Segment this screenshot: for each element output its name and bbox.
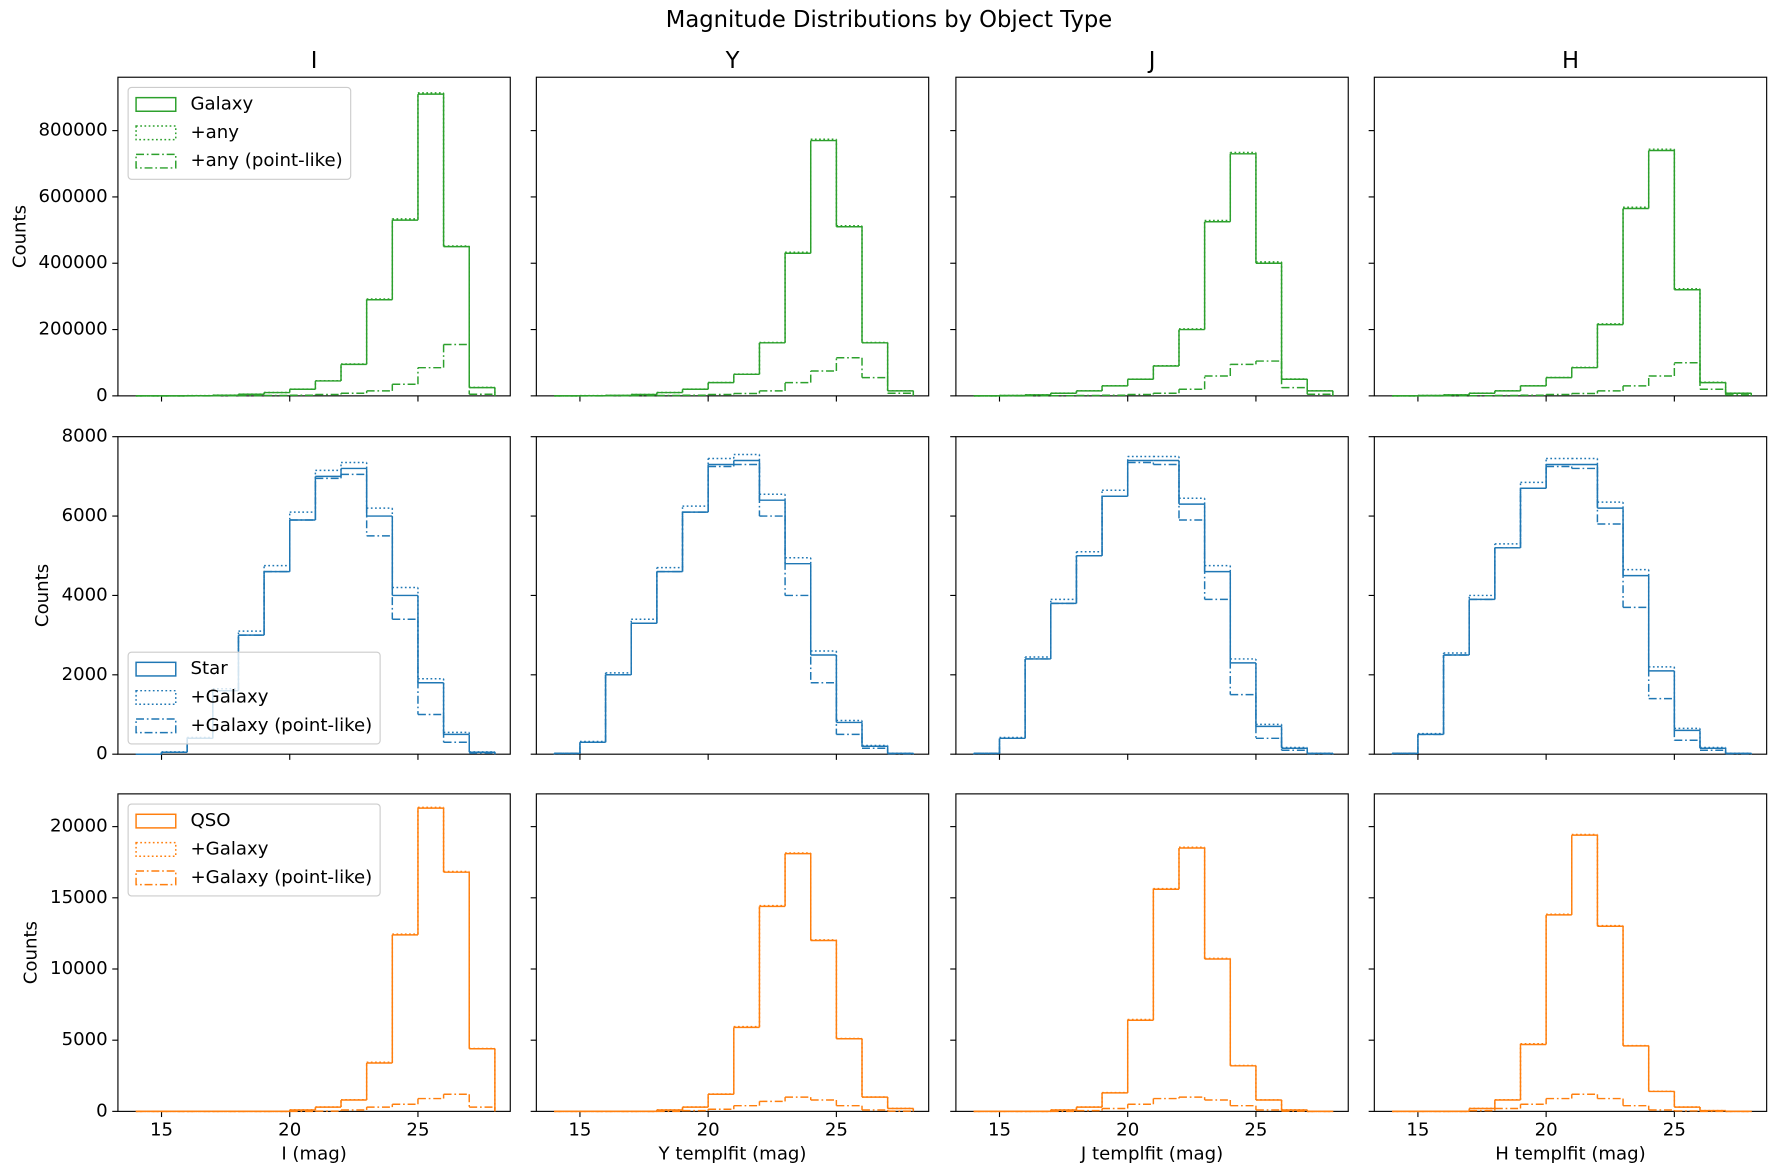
legend: Star +Galaxy +Galaxy (point-like) bbox=[127, 651, 381, 745]
y-tick-label: 0 bbox=[96, 743, 108, 764]
legend-swatch bbox=[135, 661, 177, 677]
panel: J bbox=[950, 48, 1349, 402]
panel: Y templfit (mag) 15 20 25 bbox=[530, 793, 930, 1164]
panel-title: J bbox=[1147, 48, 1156, 74]
x-tick-label: 25 bbox=[1663, 1120, 1686, 1141]
panel: Y bbox=[530, 48, 930, 402]
legend-label: +Galaxy bbox=[191, 838, 269, 859]
x-tick-label: 20 bbox=[1535, 1120, 1558, 1141]
legend-swatch bbox=[135, 125, 177, 141]
x-axis-label: H templfit (mag) bbox=[1495, 1143, 1646, 1164]
legend-label: +any bbox=[191, 122, 240, 143]
x-tick-label: 15 bbox=[150, 1120, 173, 1141]
x-tick-label: 20 bbox=[697, 1120, 720, 1141]
y-tick-label: 2000 bbox=[62, 664, 108, 685]
plot-frame bbox=[535, 793, 930, 1112]
y-tick-label: 4000 bbox=[62, 584, 108, 605]
legend-frame bbox=[127, 803, 381, 897]
x-axis-label: Y templfit (mag) bbox=[658, 1143, 807, 1164]
x-axis-label: I (mag) bbox=[281, 1143, 347, 1164]
x-tick-label: 15 bbox=[1406, 1120, 1429, 1141]
y-tick-label: 0 bbox=[96, 385, 108, 406]
panel: I (mag) 0 5000 10000 15000 20000 15 20 25 Counts Q… bbox=[21, 793, 511, 1164]
y-tick-label: 5000 bbox=[62, 1029, 108, 1050]
x-tick-label: 20 bbox=[1116, 1120, 1139, 1141]
panel-title: I bbox=[311, 48, 318, 74]
y-tick-label: 0 bbox=[96, 1100, 108, 1121]
panel bbox=[530, 436, 930, 760]
panel: H bbox=[1368, 48, 1768, 402]
legend-label: +Galaxy bbox=[191, 686, 269, 707]
legend-swatch bbox=[135, 813, 177, 829]
legend-swatch bbox=[135, 870, 177, 886]
panel: I 0 200000 400000 600000 800000 Counts Galaxy +a… bbox=[9, 48, 511, 406]
legend: QSO +Galaxy +Galaxy (point-like) bbox=[127, 803, 381, 897]
legend-label: Star bbox=[191, 658, 229, 679]
panel-title: Y bbox=[725, 48, 740, 74]
legend-swatch bbox=[135, 718, 177, 734]
x-tick-label: 25 bbox=[825, 1120, 848, 1141]
legend-label: +Galaxy (point-like) bbox=[191, 867, 373, 888]
panel bbox=[950, 436, 1349, 760]
panel: 0 2000 4000 6000 8000 Counts Star +Galaxy +Galax… bbox=[32, 426, 511, 764]
panel: H templfit (mag) 15 20 25 bbox=[1368, 793, 1768, 1164]
y-axis-label: Counts bbox=[32, 564, 53, 627]
x-tick-label: 25 bbox=[1244, 1120, 1267, 1141]
y-tick-label: 10000 bbox=[50, 958, 108, 979]
x-tick-label: 20 bbox=[278, 1120, 301, 1141]
legend: Galaxy +any +any (point-like) bbox=[127, 86, 352, 180]
panel bbox=[1368, 436, 1768, 760]
legend-frame bbox=[127, 86, 352, 180]
y-axis-label: Counts bbox=[9, 205, 30, 268]
legend-label: Galaxy bbox=[191, 93, 254, 114]
y-tick-label: 15000 bbox=[50, 887, 108, 908]
y-tick-label: 200000 bbox=[39, 319, 108, 340]
y-axis-label: Counts bbox=[21, 921, 42, 984]
y-tick-label: 800000 bbox=[39, 120, 108, 141]
plot-frame bbox=[955, 76, 1349, 397]
plot-frame bbox=[955, 793, 1349, 1112]
legend-frame bbox=[127, 651, 381, 745]
legend-swatch bbox=[135, 841, 177, 857]
legend-swatch bbox=[135, 153, 177, 169]
y-tick-label: 600000 bbox=[39, 186, 108, 207]
x-tick-label: 25 bbox=[406, 1120, 429, 1141]
y-tick-label: 400000 bbox=[39, 252, 108, 273]
x-tick-label: 15 bbox=[988, 1120, 1011, 1141]
legend-label: +Galaxy (point-like) bbox=[191, 715, 373, 736]
x-tick-label: 15 bbox=[568, 1120, 591, 1141]
plot-frame bbox=[535, 76, 930, 397]
y-tick-label: 20000 bbox=[50, 816, 108, 837]
panel: J templfit (mag) 15 20 25 bbox=[950, 793, 1349, 1164]
legend-swatch bbox=[135, 689, 177, 706]
y-tick-label: 8000 bbox=[62, 426, 108, 447]
panel-title: H bbox=[1562, 48, 1579, 74]
plot-frame bbox=[1373, 76, 1768, 397]
y-tick-label: 6000 bbox=[62, 505, 108, 526]
plot-frame bbox=[117, 76, 511, 397]
legend-swatch bbox=[135, 96, 177, 112]
figure-title: Magnitude Distributions by Object Type bbox=[666, 7, 1112, 33]
legend-label: QSO bbox=[191, 810, 231, 831]
plot-frame bbox=[1373, 793, 1768, 1112]
plot-frame bbox=[117, 793, 511, 1112]
x-axis-label: J templfit (mag) bbox=[1080, 1143, 1223, 1164]
legend-label: +any (point-like) bbox=[191, 150, 343, 171]
